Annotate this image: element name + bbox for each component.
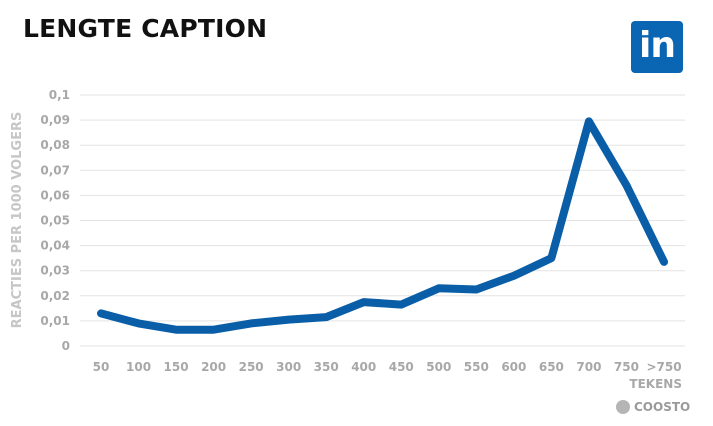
x-tick-label: 300: [276, 360, 301, 374]
brand-name: COOSTO: [634, 400, 691, 414]
linkedin-icon: in: [631, 21, 683, 73]
x-tick-label: 500: [426, 360, 451, 374]
y-tick-label: 0: [62, 339, 70, 353]
data-point: [363, 301, 365, 303]
data-point: [438, 287, 440, 289]
data-point: [213, 329, 215, 331]
data-point: [513, 275, 515, 277]
data-point: [625, 184, 627, 186]
data-point: [663, 261, 665, 263]
y-tick-label: 0,03: [40, 264, 70, 278]
data-point: [325, 316, 327, 318]
y-tick-label: 0,07: [40, 163, 70, 177]
y-tick-label: 0,05: [40, 214, 70, 228]
data-point: [250, 322, 252, 324]
linkedin-logo-text: in: [639, 25, 676, 66]
y-tick-label: 0,01: [40, 314, 70, 328]
data-point: [175, 329, 177, 331]
x-tick-label: 200: [201, 360, 226, 374]
data-point: [550, 257, 552, 259]
data-point: [400, 304, 402, 306]
data-point: [100, 312, 102, 314]
x-tick-label: 50: [93, 360, 110, 374]
x-axis-label: TEKENS: [629, 377, 682, 391]
brand-logo: COOSTO: [616, 400, 690, 414]
x-tick-label: 350: [314, 360, 339, 374]
chart-title: LENGTE CAPTION: [23, 14, 268, 43]
x-tick-label: 750: [614, 360, 639, 374]
y-axis-label: REACTIES PER 1000 VOLGERS: [10, 112, 25, 329]
data-point: [288, 319, 290, 321]
x-tick-label: 700: [576, 360, 601, 374]
data-point: [588, 120, 590, 122]
x-tick-label: 450: [389, 360, 414, 374]
y-tick-label: 0,02: [40, 289, 70, 303]
y-tick-label: 0,04: [40, 239, 70, 253]
x-tick-label: 150: [164, 360, 189, 374]
x-tick-label: 650: [539, 360, 564, 374]
series-line: [97, 117, 668, 334]
y-tick-label: 0,09: [40, 113, 70, 127]
y-tick-label: 0,06: [40, 188, 70, 202]
data-point: [475, 289, 477, 291]
x-tick-label: >750: [646, 360, 681, 374]
x-tick-label: 550: [464, 360, 489, 374]
data-point: [138, 322, 140, 324]
y-tick-label: 0,08: [40, 138, 70, 152]
x-tick-label: 250: [239, 360, 264, 374]
y-tick-label: 0,1: [49, 88, 70, 102]
x-tick-label: 400: [351, 360, 376, 374]
x-tick-label: 100: [126, 360, 151, 374]
x-tick-label: 600: [501, 360, 526, 374]
coosto-icon: [616, 400, 630, 414]
